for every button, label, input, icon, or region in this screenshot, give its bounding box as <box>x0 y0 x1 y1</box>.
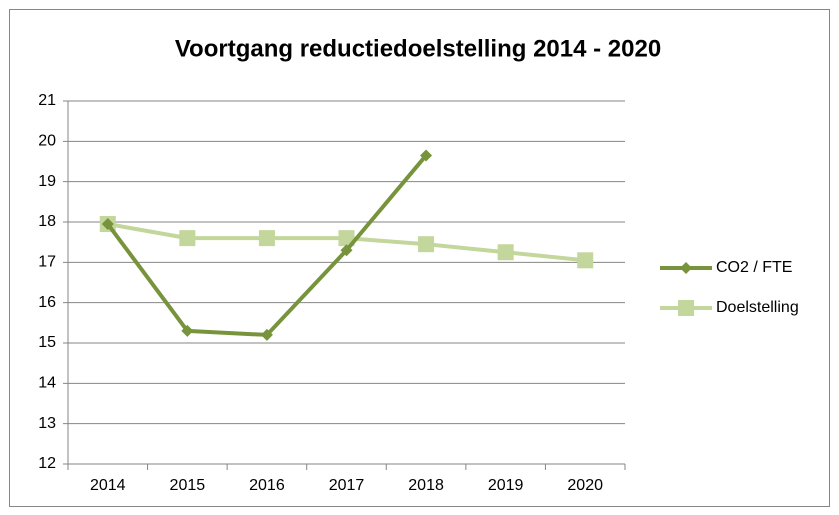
legend-label: CO2 / FTE <box>716 259 792 276</box>
chart-title: Voortgang reductiedoelstelling 2014 - 20… <box>175 35 661 62</box>
data-point <box>340 244 353 257</box>
data-point <box>260 328 273 341</box>
data-point <box>101 218 114 231</box>
y-tick-label: 21 <box>38 92 56 109</box>
legend-label: Doelstelling <box>716 299 799 316</box>
y-tick-label: 20 <box>38 133 56 150</box>
data-point <box>497 244 514 261</box>
x-tick-label: 2018 <box>408 477 444 494</box>
y-tick-label: 18 <box>38 213 56 230</box>
x-tick-label: 2015 <box>170 477 206 494</box>
y-tick-label: 19 <box>38 173 56 190</box>
y-tick-label: 16 <box>38 294 56 311</box>
data-point <box>181 324 194 337</box>
x-tick-label: 2014 <box>90 477 126 494</box>
x-tick-label: 2017 <box>329 477 365 494</box>
x-tick-label: 2019 <box>488 477 524 494</box>
data-point <box>577 252 594 269</box>
data-point <box>420 149 433 162</box>
legend-marker <box>680 262 692 274</box>
legend-marker <box>678 300 694 316</box>
x-tick-label: 2016 <box>249 477 285 494</box>
data-point <box>179 230 196 247</box>
y-tick-label: 15 <box>38 334 56 351</box>
data-point <box>258 230 275 247</box>
y-tick-label: 13 <box>38 415 56 432</box>
y-tick-label: 17 <box>38 254 56 271</box>
y-tick-label: 14 <box>38 375 56 392</box>
data-point <box>338 230 355 247</box>
y-tick-label: 12 <box>38 455 56 472</box>
x-tick-label: 2020 <box>567 477 603 494</box>
data-point <box>418 236 435 253</box>
